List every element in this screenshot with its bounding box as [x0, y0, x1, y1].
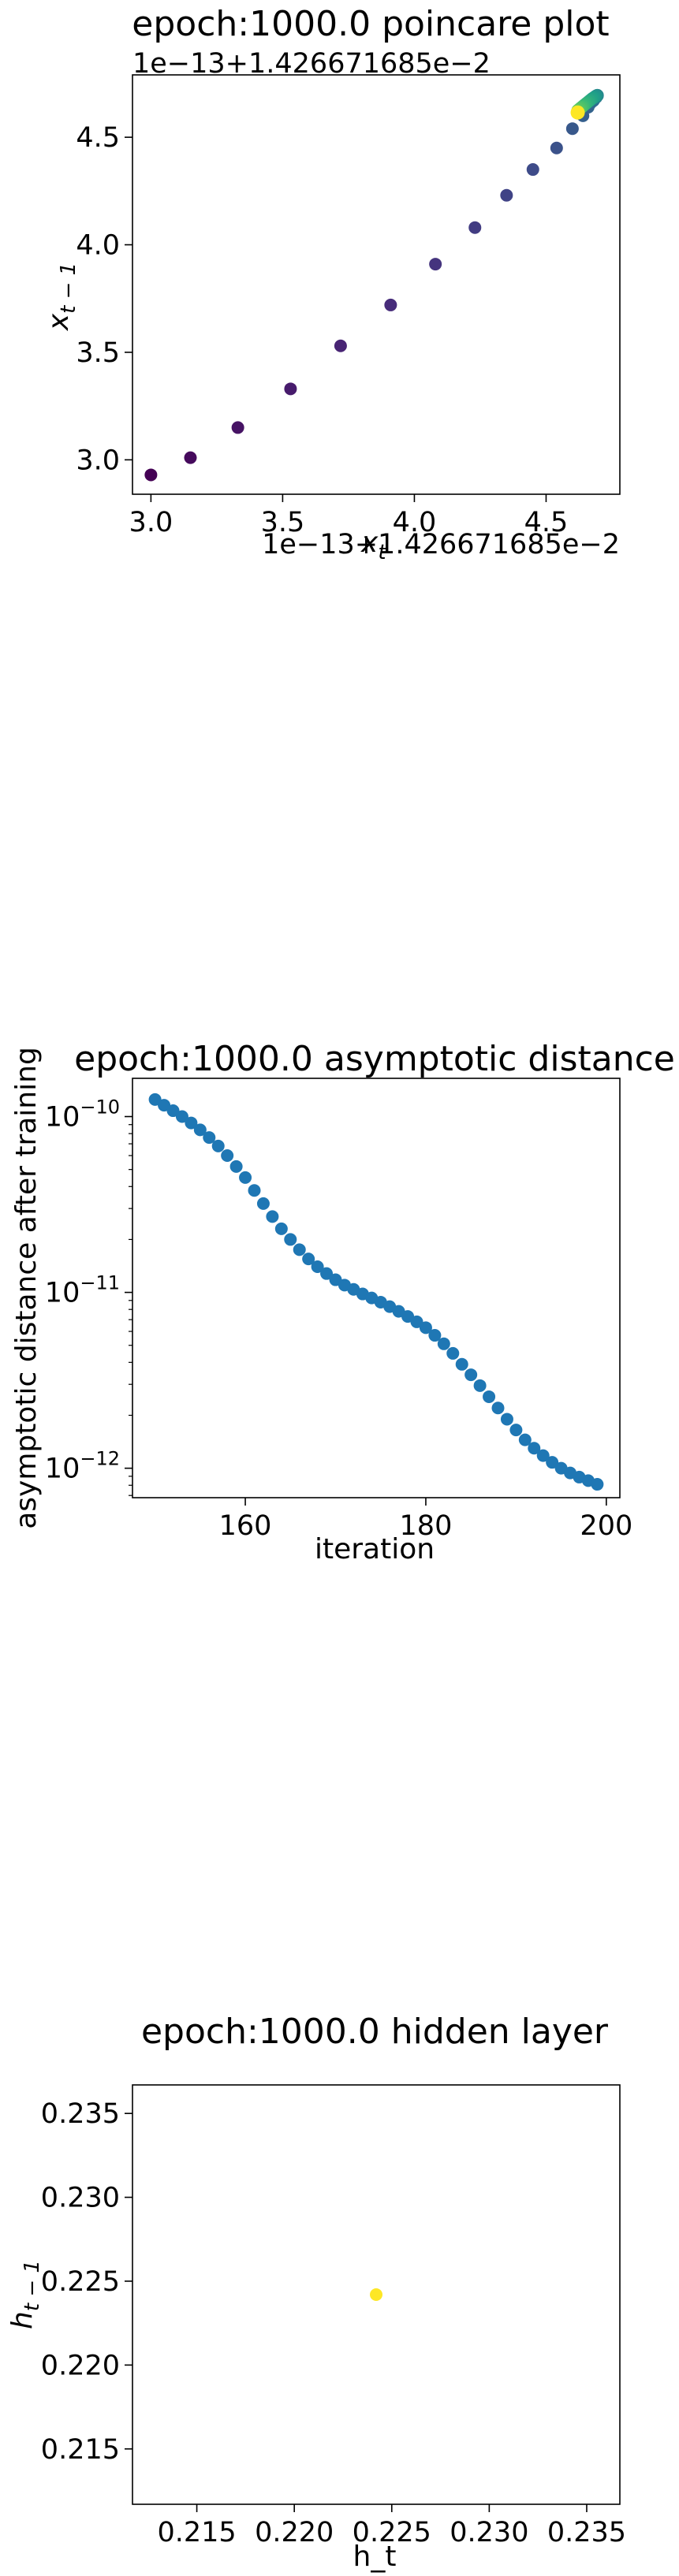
x-tick-label: 0.225 [353, 2517, 431, 2548]
data-point [302, 1253, 315, 1266]
data-point [320, 1267, 334, 1280]
data-point [144, 468, 158, 482]
x-tick-label: 4.0 [393, 507, 437, 538]
data-point [428, 1329, 442, 1342]
poincare-points [144, 88, 604, 482]
data-point [256, 1197, 270, 1210]
chart-title: epoch:1000.0 poincare plot [132, 4, 609, 44]
y-tick-label: 0.215 [41, 2434, 120, 2466]
x-axis-label: iteration [315, 1533, 435, 1565]
chart-title: epoch:1000.0 asymptotic distance [74, 1039, 675, 1079]
data-point [284, 1233, 297, 1246]
data-point [239, 1171, 252, 1184]
data-point [437, 1337, 450, 1350]
data-point [370, 2288, 382, 2301]
x-tick-label: 3.5 [261, 507, 305, 538]
data-point-final [570, 105, 585, 120]
data-point [193, 1123, 207, 1137]
data-point [311, 1260, 324, 1273]
chart-title: epoch:1000.0 hidden layer [141, 2012, 609, 2052]
poincare-axes: 3.0 3.5 4.0 4.5 3.0 3.5 4.0 4.5 [76, 122, 568, 538]
x-tick-label: 200 [580, 1510, 632, 1542]
y-tick-exponent: −10 [80, 1096, 120, 1119]
x-axis-label-subscript: t [378, 541, 386, 564]
data-point [274, 1222, 288, 1235]
data-point [229, 1160, 243, 1173]
plot-frame [132, 2084, 621, 2505]
plot-frame [132, 1078, 621, 1498]
data-point [500, 188, 513, 202]
y-tick-exponent: −11 [80, 1272, 120, 1294]
y-tick-label: 4.5 [76, 122, 120, 154]
data-point [166, 1104, 180, 1118]
data-point [446, 1346, 460, 1360]
x-tick-label: 0.230 [450, 2517, 528, 2548]
poincare-plot-panel: epoch:1000.0 poincare plot 1e−13+1.42667… [43, 4, 621, 564]
plot-frame [132, 74, 621, 495]
x-tick-label: 180 [400, 1510, 453, 1542]
data-point [509, 1424, 523, 1437]
distance-points [148, 1093, 604, 1491]
y-tick-label: 3.5 [76, 337, 120, 369]
x-tick-label: 0.220 [255, 2517, 334, 2548]
asymptotic-distance-panel: epoch:1000.0 asymptotic distance 160 180 2… [10, 1039, 675, 1565]
data-point [293, 1243, 306, 1256]
data-point [184, 451, 197, 464]
data-point [473, 1379, 487, 1392]
data-point [483, 1390, 496, 1403]
y-tick-label: 4.0 [76, 230, 120, 262]
data-point [491, 1402, 505, 1415]
y-tick-label: 3.0 [76, 445, 120, 476]
x-tick-label: 0.215 [157, 2517, 236, 2548]
x-tick-label: 3.0 [129, 507, 173, 538]
y-tick-label: 0.230 [41, 2183, 120, 2214]
data-point [284, 382, 297, 396]
data-point [526, 163, 539, 177]
data-point [148, 1093, 162, 1106]
data-point [266, 1210, 279, 1223]
x-tick-label: 0.235 [547, 2517, 626, 2548]
y-tick-label: 0.235 [41, 2098, 120, 2130]
y-tick-label: 10−11 [45, 1272, 120, 1309]
data-point [546, 1456, 559, 1469]
data-point [211, 1139, 225, 1152]
x-axis-label: h_t [353, 2541, 397, 2573]
data-point [468, 221, 482, 234]
data-point [334, 339, 347, 352]
y-tick-exponent: −12 [80, 1448, 120, 1470]
data-point [565, 122, 579, 136]
data-point [550, 141, 563, 154]
data-point [419, 1321, 432, 1335]
data-point [455, 1357, 468, 1371]
data-point [464, 1368, 478, 1382]
data-point [185, 1116, 198, 1130]
data-point [429, 258, 442, 271]
y-axis-label-subscript: t − 1 [57, 262, 80, 314]
data-point [500, 1413, 513, 1426]
x-offset-label: 1e−13+1.426671685e−2 [262, 529, 620, 560]
data-point [528, 1442, 541, 1455]
data-point [221, 1148, 234, 1162]
data-point [591, 1478, 604, 1491]
x-tick-label: 160 [219, 1510, 272, 1542]
y-tick-label: 0.225 [41, 2266, 120, 2298]
data-point [231, 421, 244, 434]
data-point [175, 1110, 188, 1123]
data-point [536, 1449, 550, 1462]
y-axis-label: asymptotic distance after training [10, 1047, 43, 1529]
y-axis-label-subscript: t − 1 [21, 2260, 44, 2311]
hidden-axes: 0.215 0.220 0.225 0.230 0.235 0.215 0.220 0.225… [41, 2098, 626, 2548]
data-point [203, 1131, 216, 1145]
data-point [518, 1433, 532, 1446]
data-point [248, 1184, 261, 1197]
data-point [384, 298, 397, 311]
y-tick-label: 0.220 [41, 2350, 120, 2381]
x-tick-label: 4.5 [524, 507, 569, 538]
hidden-points [370, 2288, 382, 2301]
data-point [410, 1315, 423, 1328]
